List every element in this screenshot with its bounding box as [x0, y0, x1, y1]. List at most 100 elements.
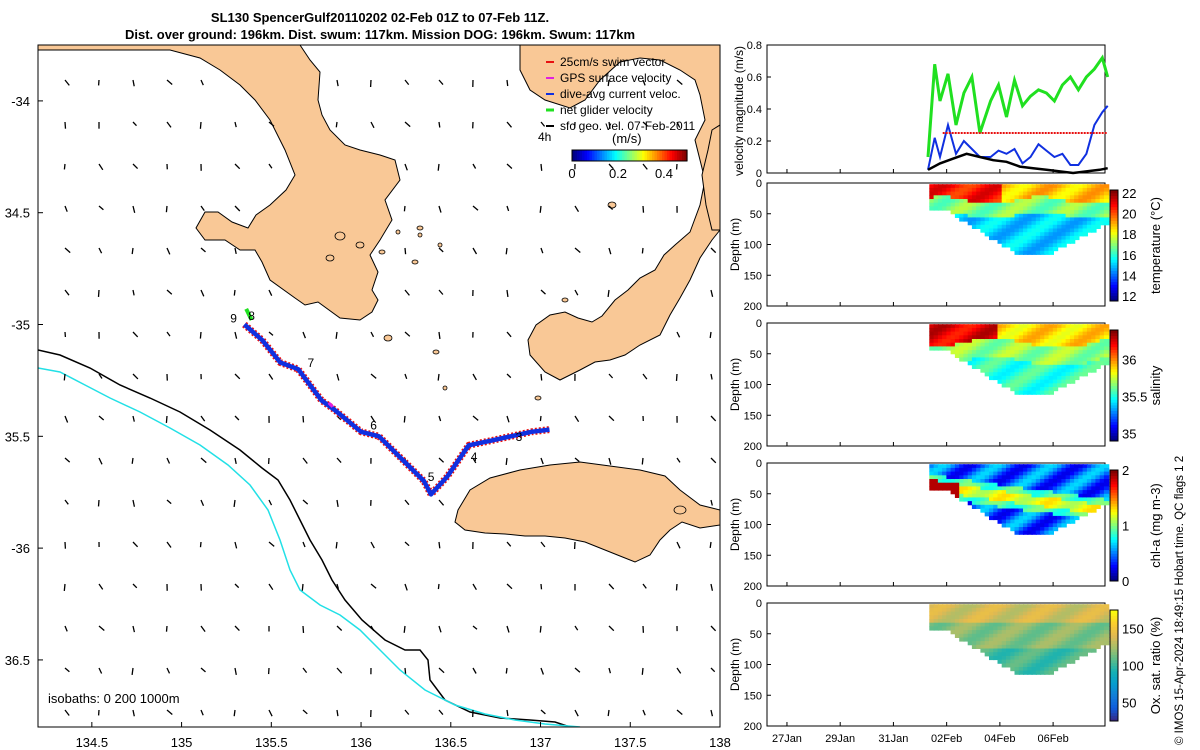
oxygen-cell-3 — [929, 611, 935, 616]
salinity-cell-458 — [1065, 331, 1071, 336]
salinity-cell-138 — [989, 335, 995, 340]
sfc-arrow-68 — [200, 205, 205, 211]
oxygen-cell-177 — [997, 648, 1003, 653]
oxygen-colorbar-cell-37 — [1110, 615, 1118, 619]
chl-a-cell-485 — [1069, 512, 1076, 517]
map-y-tick-label-4: -36 — [11, 541, 30, 556]
chl-a-cell-16 — [937, 467, 944, 473]
sfc-arrow-279 — [710, 667, 716, 673]
chl-a-cell-278 — [1023, 490, 1029, 495]
salinity-cell-517 — [1082, 324, 1088, 329]
chl-a-cell-297 — [1027, 490, 1033, 495]
salinity-cell-310 — [1031, 327, 1037, 333]
sfc-arrow-62 — [165, 625, 168, 632]
oxygen-cell-220 — [1010, 622, 1016, 627]
salinity-cell-238 — [1014, 342, 1020, 347]
salinity-cell-353 — [1040, 346, 1046, 351]
oxygen-cell-201 — [1006, 615, 1012, 620]
oxygen-cell-347 — [1040, 604, 1046, 609]
chl-a-cell-61 — [959, 493, 965, 498]
chl-a-cell-557 — [1095, 464, 1101, 469]
sfc-arrow-230 — [574, 709, 579, 717]
chl-a-cell-194 — [1001, 512, 1008, 517]
chl-a-cell-416 — [1052, 508, 1059, 513]
salinity-cell-513 — [1078, 361, 1084, 366]
salinity-colorbar-cell-35 — [1110, 341, 1118, 345]
chl-a-colorbar-cell-2 — [1110, 572, 1118, 576]
sfc-arrow-214 — [540, 583, 543, 590]
salinity-cell-587 — [1103, 350, 1110, 355]
salinity-cell-182 — [1001, 327, 1008, 333]
salinity-cell-307 — [1027, 387, 1033, 392]
salinity-cell-547 — [1091, 335, 1097, 340]
temperature-cell-234 — [1014, 187, 1020, 193]
chl-a-cell-95 — [971, 504, 978, 509]
oxygen-cell-130 — [984, 637, 991, 642]
temperature-cell-487 — [1069, 239, 1076, 244]
oxygen-cell-434 — [1057, 648, 1063, 653]
salinity-cell-409 — [1052, 342, 1059, 347]
chl-a-cell-257 — [1018, 482, 1025, 487]
chl-a-cell-375 — [1044, 497, 1050, 502]
temperature-cell-229 — [1010, 235, 1016, 241]
oxygen-cell-394 — [1048, 637, 1054, 642]
chl-a-cell-343 — [1035, 519, 1042, 524]
sfc-arrow-112 — [302, 457, 308, 464]
oxygen-cell-294 — [1027, 619, 1033, 624]
chl-a-cell-408 — [1052, 479, 1059, 484]
temperature-cell-542 — [1086, 224, 1093, 229]
oxygen-cell-326 — [1031, 667, 1037, 672]
chl-a-cell-203 — [1006, 482, 1012, 487]
temperature-cell-551 — [1091, 210, 1097, 215]
colorbar-cell-45 — [684, 150, 688, 161]
salinity-cell-193 — [1001, 368, 1008, 373]
oxygen-cell-309 — [1031, 604, 1037, 609]
chl-a-cell-311 — [1031, 471, 1037, 476]
chl-a-colorbar-label: chl-a (mg m-3) — [1148, 483, 1163, 568]
salinity-cell-265 — [1018, 372, 1025, 377]
salinity-cell-100 — [976, 339, 982, 344]
oxygen-cell-149 — [989, 655, 995, 661]
oxygen-cell-68 — [963, 622, 969, 627]
sfc-arrow-53 — [166, 247, 171, 255]
salinity-cell-155 — [993, 342, 999, 347]
temperature-cell-411 — [1052, 210, 1059, 215]
oxygen-cell-557 — [1095, 604, 1101, 609]
oxygen-cell-323 — [1031, 655, 1037, 661]
salinity-cell-454 — [1061, 379, 1067, 384]
temperature-cell-78 — [967, 202, 974, 207]
temperature-cell-484 — [1069, 228, 1076, 233]
oxygen-cell-318 — [1031, 637, 1037, 642]
salinity-cell-567 — [1095, 361, 1101, 366]
sfc-arrow-260 — [676, 331, 681, 338]
salinity-cell-503 — [1078, 324, 1084, 329]
sfc-arrow-166 — [437, 373, 440, 381]
salinity-cell-175 — [997, 361, 1003, 366]
temperature-colorbar-cell-0 — [1110, 298, 1118, 302]
oxygen-cell-383 — [1044, 667, 1050, 672]
salinity-cell-64 — [963, 327, 969, 333]
sfc-arrow-74 — [200, 457, 207, 464]
temperature-cell-155 — [993, 202, 999, 207]
temperature-cell-556 — [1091, 228, 1097, 233]
salinity-cell-516 — [1078, 372, 1084, 377]
temperature-cell-279 — [1023, 213, 1029, 218]
oxygen-cell-152 — [993, 611, 999, 616]
yorke-peninsula-east-land — [701, 124, 720, 231]
chl-a-cell-60 — [959, 490, 965, 495]
chl-a-cell-449 — [1061, 501, 1067, 506]
chl-a-cell-252 — [1018, 464, 1025, 469]
salinity-cell-46 — [954, 331, 961, 336]
chl-a-colorbar-cell-24 — [1110, 511, 1118, 515]
salinity-cell-30 — [946, 327, 952, 333]
sfc-arrow-132 — [370, 121, 375, 129]
salinity-cell-212 — [1006, 375, 1012, 381]
map-x-tick-label-2: 135.5 — [255, 735, 288, 750]
chl-a-cell-418 — [1052, 515, 1059, 521]
sfc-arrow-247 — [642, 205, 645, 213]
chl-a-cell-335 — [1035, 490, 1042, 495]
sfc-arrow-103 — [268, 499, 273, 506]
salinity-cell-253 — [1018, 327, 1025, 333]
chl-a-cell-50 — [954, 486, 961, 491]
oxygen-cell-357 — [1040, 641, 1046, 646]
